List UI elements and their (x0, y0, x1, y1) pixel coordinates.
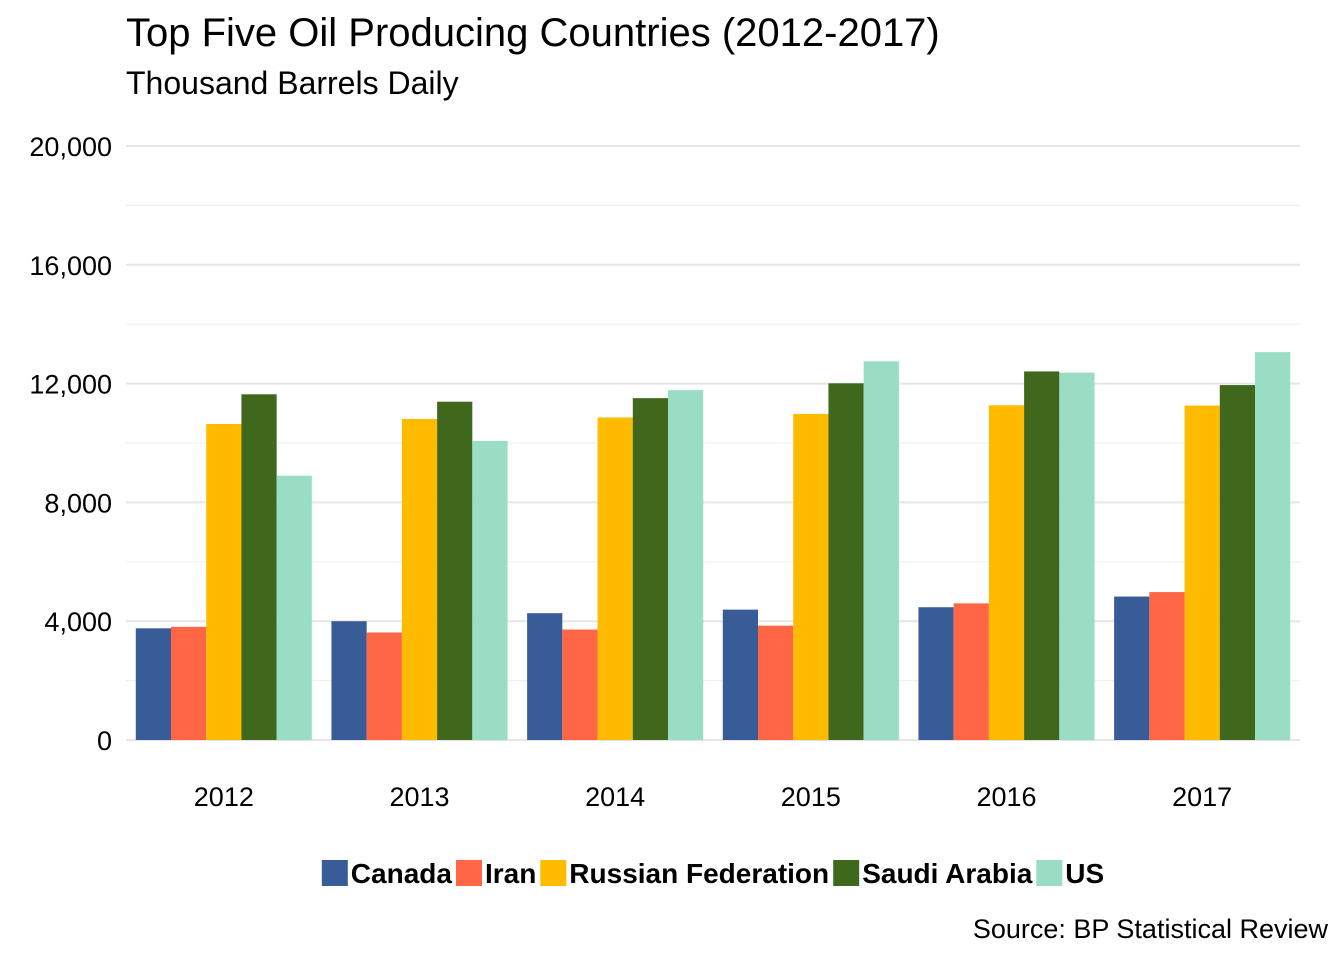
bar-iran-2014 (562, 629, 598, 740)
x-tick-label: 2012 (194, 782, 254, 812)
legend-label: US (1065, 858, 1104, 889)
legend-label: Russian Federation (569, 858, 829, 889)
source-note: Source: BP Statistical Review (972, 914, 1328, 944)
bar-saudi-arabia-2015 (828, 383, 864, 740)
bar-canada-2012 (135, 628, 172, 740)
bar-iran-2013 (366, 632, 402, 740)
y-tick-label: 12,000 (29, 370, 112, 400)
x-tick-label: 2017 (1172, 782, 1232, 812)
legend-item-saudi-arabia: Saudi Arabia (833, 858, 1033, 889)
chart-title: Top Five Oil Producing Countries (2012-2… (126, 11, 940, 55)
bar-russian-federation-2017 (1184, 405, 1220, 740)
y-tick-label: 20,000 (29, 132, 112, 162)
legend-label: Iran (485, 858, 536, 889)
legend-item-iran: Iran (456, 858, 536, 889)
legend-item-us: US (1036, 858, 1104, 889)
bar-canada-2014 (527, 613, 563, 740)
x-tick-label: 2014 (585, 782, 645, 812)
bar-us-2016 (1059, 372, 1095, 740)
bar-russian-federation-2012 (206, 423, 242, 740)
bar-iran-2015 (758, 625, 794, 740)
y-axis-ticks: 0 4,000 8,000 12,000 16,000 20,000 (29, 132, 112, 756)
x-tick-label: 2015 (781, 782, 841, 812)
bar-us-2015 (863, 361, 899, 740)
bar-russian-federation-2016 (988, 405, 1025, 740)
bar-saudi-arabia-2014 (632, 398, 668, 740)
legend-item-russian-federation: Russian Federation (540, 858, 829, 889)
y-tick-label: 16,000 (29, 251, 112, 281)
x-tick-label: 2016 (976, 782, 1036, 812)
bar-us-2013 (472, 440, 508, 740)
x-tick-label: 2013 (389, 782, 449, 812)
bar-canada-2017 (1114, 596, 1150, 740)
bar-saudi-arabia-2017 (1219, 385, 1255, 740)
legend-swatch (833, 860, 860, 886)
bars (135, 352, 1291, 740)
legend-swatch (1036, 860, 1063, 886)
chart-subtitle: Thousand Barrels Daily (126, 65, 459, 101)
legend-item-canada: Canada (321, 858, 453, 889)
bar-us-2017 (1254, 352, 1291, 740)
y-tick-label: 8,000 (44, 488, 112, 518)
y-tick-label: 4,000 (44, 607, 112, 637)
x-axis-ticks: 2012 2013 2014 2015 2016 2017 (194, 782, 1232, 812)
legend-swatch (540, 860, 567, 886)
bar-saudi-arabia-2012 (241, 394, 277, 740)
bar-russian-federation-2015 (793, 413, 829, 740)
bar-iran-2012 (171, 626, 207, 740)
bar-canada-2015 (722, 609, 759, 740)
legend-swatch (456, 860, 482, 886)
bar-saudi-arabia-2013 (437, 401, 473, 740)
bar-canada-2016 (918, 607, 954, 740)
bar-us-2014 (667, 390, 704, 740)
bar-russian-federation-2013 (401, 418, 438, 740)
legend-label: Canada (351, 858, 453, 889)
y-tick-label: 0 (97, 726, 112, 756)
bar-canada-2013 (331, 621, 367, 740)
bar-russian-federation-2014 (597, 417, 633, 740)
bar-us-2012 (276, 475, 312, 740)
legend-label: Saudi Arabia (862, 858, 1033, 889)
legend-swatch (321, 860, 348, 886)
legend: Canada Iran Russian Federation Saudi Arabia… (321, 858, 1104, 889)
bar-iran-2017 (1149, 592, 1185, 740)
bar-saudi-arabia-2016 (1024, 371, 1060, 740)
grid-lines (126, 145, 1300, 741)
bar-iran-2016 (953, 603, 989, 740)
